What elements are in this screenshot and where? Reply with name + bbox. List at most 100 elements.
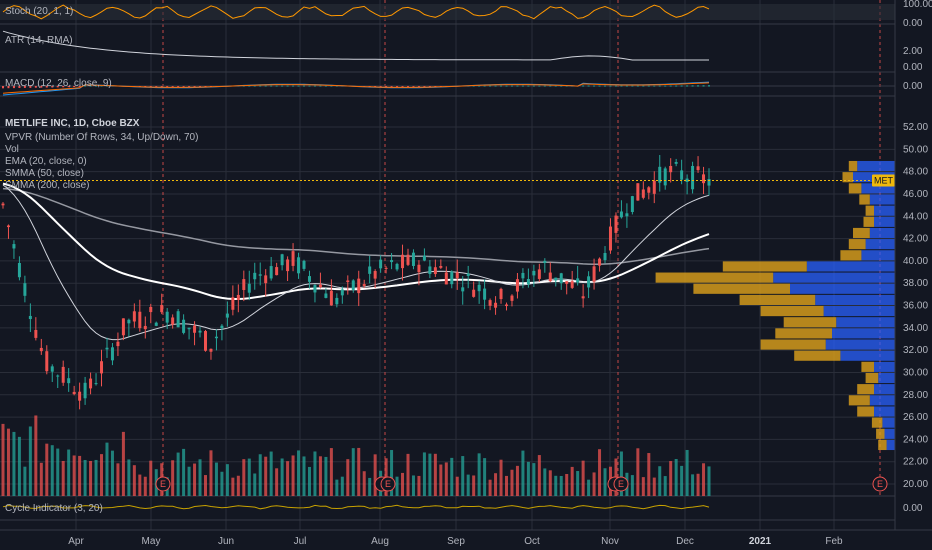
price-tick: 48.00: [903, 167, 928, 178]
volume-bar: [581, 460, 585, 496]
time-axis[interactable]: Apr May Jun Jul Aug Sep Oct Nov Dec 2021 Feb: [0, 529, 932, 550]
stoch-pane[interactable]: Stoch (20, 1, 1): [0, 4, 895, 20]
volume-bar: [247, 458, 251, 496]
legend-smma200[interactable]: SMMA (200, close): [5, 180, 89, 191]
candle-body: [652, 180, 656, 194]
legend-vpvr[interactable]: VPVR (Number Of Rows, 34, Up/Down, 70): [5, 132, 198, 143]
macd-hist-bar: [193, 86, 196, 87]
cycle-label: Cycle Indicator (3, 20): [5, 503, 103, 514]
earnings-marker[interactable]: [872, 476, 888, 492]
volume-bar: [67, 449, 71, 496]
volume-bar: [193, 463, 197, 496]
price-tick: 46.00: [903, 189, 928, 200]
vpvr-up-bar: [832, 328, 895, 339]
candle-body: [608, 226, 612, 251]
earnings-marker[interactable]: [613, 476, 629, 492]
volume-bar: [23, 466, 27, 496]
candle-body: [466, 273, 470, 276]
candle-body: [171, 317, 175, 325]
atr-label: ATR (14, RMA): [5, 35, 73, 46]
time-tick: Sep: [447, 536, 465, 547]
volume-bar: [707, 466, 711, 496]
atr-tick-2: 2.00: [903, 46, 923, 57]
volume-bar: [324, 456, 328, 496]
macd-hist-bar: [631, 85, 634, 87]
candle-body: [335, 297, 339, 305]
earnings-marker[interactable]: [155, 476, 171, 492]
candle-body: [592, 266, 596, 282]
vpvr-up-bar: [874, 406, 895, 417]
main-legend: METLIFE INC, 1D, Cboe BZX VPVR (Number O…: [5, 118, 198, 191]
earnings-marker[interactable]: [380, 476, 396, 492]
volume-bar: [198, 459, 202, 496]
macd-hist-bar: [7, 86, 10, 89]
volume-bar: [663, 476, 667, 496]
volume-bar: [450, 457, 454, 496]
candle-body: [379, 259, 383, 269]
vpvr-up-bar: [790, 283, 895, 294]
price-tick: 40.00: [903, 256, 928, 267]
price-tick: 50.00: [903, 144, 928, 155]
candle-body: [83, 382, 87, 399]
vpvr-up-bar: [773, 272, 895, 283]
vpvr-up-bar: [874, 205, 895, 216]
macd-hist-bar: [625, 85, 628, 87]
price-tag-label: MET: [874, 176, 894, 186]
macd-pane[interactable]: MACD (12, 26, close, 9): [0, 78, 895, 96]
atr-pane[interactable]: ATR (14, RMA): [2, 30, 709, 61]
candle-body: [193, 325, 197, 333]
macd-hist-bar: [330, 85, 333, 87]
candle-body: [346, 280, 350, 282]
candle-body: [472, 289, 476, 297]
legend-vol[interactable]: Vol: [5, 144, 19, 155]
volume-bar: [132, 465, 136, 496]
vpvr-down-bar: [848, 160, 858, 172]
pane-separators: [0, 23, 895, 521]
candle-body: [658, 166, 662, 183]
legend-symbol[interactable]: METLIFE INC, 1D, Cboe BZX: [5, 118, 140, 129]
macd-hist-bar: [609, 85, 612, 87]
macd-hist-bar: [527, 85, 530, 87]
candle-body: [587, 276, 591, 288]
volume-bar: [357, 447, 361, 496]
candle-body: [340, 289, 344, 296]
volume-bar: [603, 468, 607, 496]
macd-hist-bar: [598, 85, 601, 87]
macd-hist-bar: [270, 85, 273, 87]
cycle-pane[interactable]: Cycle Indicator (3, 20): [2, 503, 710, 514]
candle-body: [483, 288, 487, 300]
candle-body: [280, 254, 284, 266]
volume-bar: [242, 459, 246, 496]
macd-hist-bar: [604, 85, 607, 87]
candle-body: [488, 300, 492, 306]
candle-body: [45, 351, 49, 372]
macd-hist-bar: [620, 85, 623, 87]
price-axis[interactable]: 100.00 0.00 2.00 0.00 0.00 0.00 20.00 22.…: [894, 0, 932, 530]
macd-hist-bar: [89, 85, 92, 87]
macd-hist-bar: [582, 85, 585, 87]
volume-bar: [472, 475, 476, 496]
candle-body: [433, 267, 437, 275]
macd-hist-bar: [292, 85, 295, 87]
volume-bar: [630, 475, 634, 496]
candle-body: [138, 311, 142, 329]
price-tag[interactable]: MET: [872, 174, 895, 187]
candle-body: [521, 272, 525, 279]
candle-body: [275, 267, 279, 276]
macd-hist-bar: [510, 85, 513, 87]
main-pane[interactable]: MET METLIFE INC, 1D, Cboe BZX VPVR (Numb…: [0, 118, 895, 496]
candle-body: [313, 285, 317, 293]
legend-smma50[interactable]: SMMA (50, close): [5, 168, 84, 179]
time-tick: Feb: [825, 536, 843, 547]
legend-ema[interactable]: EMA (20, close, 0): [5, 156, 87, 167]
candle-body: [685, 178, 689, 182]
price-tick: 44.00: [903, 211, 928, 222]
candle-body: [373, 271, 377, 279]
volume-bar: [565, 473, 569, 496]
volume-bar: [647, 453, 651, 496]
vpvr-down-bar: [857, 384, 874, 395]
volume-bar: [444, 462, 448, 496]
vpvr-up-bar: [882, 417, 895, 428]
